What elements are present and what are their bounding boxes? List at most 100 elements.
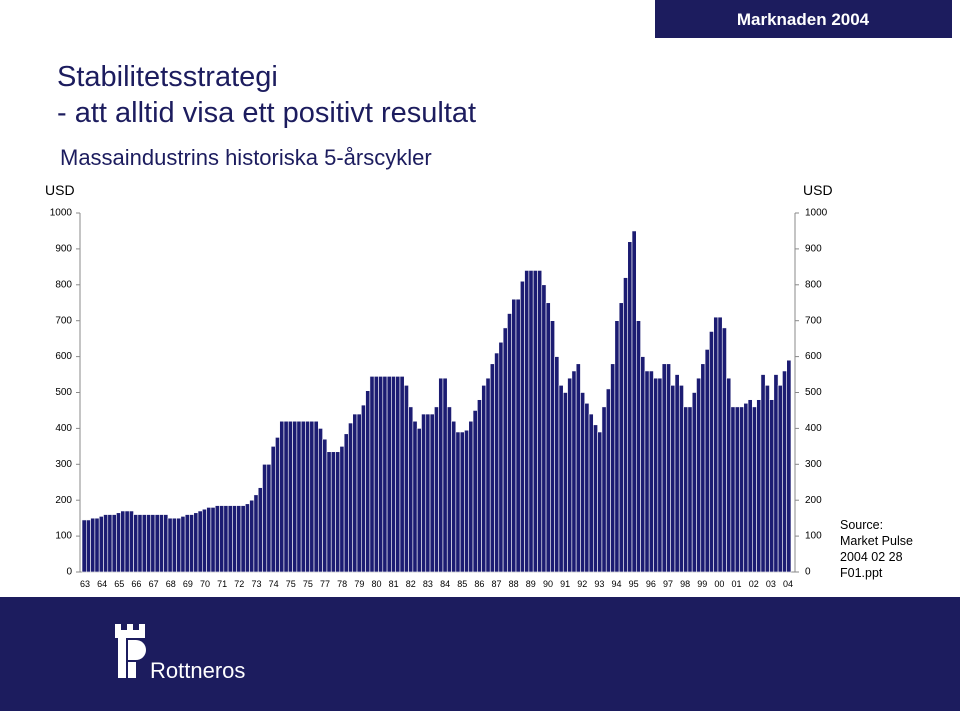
bar [257,487,263,573]
bar [154,514,160,573]
bar [696,377,702,573]
bar [352,413,358,573]
bar [330,451,336,573]
y-label: USD [45,182,75,198]
chart-title: Massaindustrins historiska 5-årscykler [60,145,432,170]
bar [687,406,693,573]
x-tick-label: 96 [646,579,656,589]
bar [666,363,671,573]
bar [279,420,285,573]
bar [464,429,470,573]
bar [322,438,328,573]
y2-tick-label: 1000 [805,208,828,219]
x-tick-label: 00 [714,579,724,589]
bar [429,413,435,573]
x-tick-label: 80 [371,579,381,589]
y-tick-label: 600 [55,351,72,362]
bar [171,517,177,573]
bar [361,404,366,573]
annotation-line: F01.ppt [840,566,883,580]
bar [163,514,169,573]
bar [335,451,341,573]
x-tick-label: 79 [354,579,364,589]
bar [326,451,332,573]
bar [249,499,255,573]
x-tick-label: 86 [474,579,484,589]
header-bar [655,0,952,38]
bar [146,514,152,573]
bar [700,363,706,573]
logo-text: Rottneros [150,658,245,683]
x-tick-label: 99 [697,579,707,589]
bar [180,516,186,573]
y2-tick-label: 600 [805,351,822,362]
bar [468,420,474,573]
bar [313,420,319,573]
bar [408,406,414,573]
bar [287,420,293,573]
x-tick-label: 03 [766,579,776,589]
bar [421,413,427,573]
bar [378,376,384,573]
y2-label: USD [803,182,833,198]
bar [730,406,736,573]
bar [253,494,259,573]
bar [116,512,121,573]
x-tick-label: 82 [406,579,416,589]
logo-icon [115,624,146,678]
x-tick-label: 78 [337,579,347,589]
x-tick-label: 94 [612,579,622,589]
bar [159,514,164,573]
x-tick-label: 75 [303,579,313,589]
bar [691,392,697,573]
y-tick-label: 1000 [50,208,73,219]
bar [176,517,182,573]
y-tick-label: 500 [55,387,72,398]
x-tick-label: 66 [131,579,141,589]
bar [318,428,323,573]
bar [477,399,482,573]
bar [648,370,654,573]
bar [528,270,534,573]
bar [434,406,439,573]
bar [111,514,117,573]
bar [137,514,143,573]
bar [266,463,272,573]
bar [141,514,147,573]
x-tick-label: 01 [732,579,742,589]
bar [481,385,487,573]
bar [85,519,91,573]
x-tick-label: 88 [509,579,519,589]
bar [545,302,551,573]
bar [133,514,139,573]
bar [386,376,392,573]
x-tick-label: 67 [149,579,159,589]
y-tick-label: 200 [55,495,72,506]
bar [605,388,611,573]
bar [541,284,547,573]
bar [661,363,667,573]
bar [485,377,491,573]
bar [309,420,315,573]
bar [554,356,560,573]
bar [562,392,568,573]
x-tick-label: 73 [251,579,261,589]
bar [94,517,100,573]
annotation: Source: Market Pulse 2004 02 28 F01.ppt [840,518,913,580]
bar [373,376,379,573]
x-tick-label: 81 [389,579,399,589]
bar [382,376,388,573]
bar [197,510,203,573]
bar [395,376,401,573]
x-tick-label: 98 [680,579,690,589]
bar [588,413,594,573]
y-tick-label: 900 [55,244,72,255]
bar [747,399,753,573]
footer [0,597,960,711]
bar [532,270,538,573]
x-tick-label: 64 [97,579,107,589]
x-tick-label: 70 [200,579,210,589]
bar [631,230,637,573]
y-tick-label: 800 [55,279,72,290]
